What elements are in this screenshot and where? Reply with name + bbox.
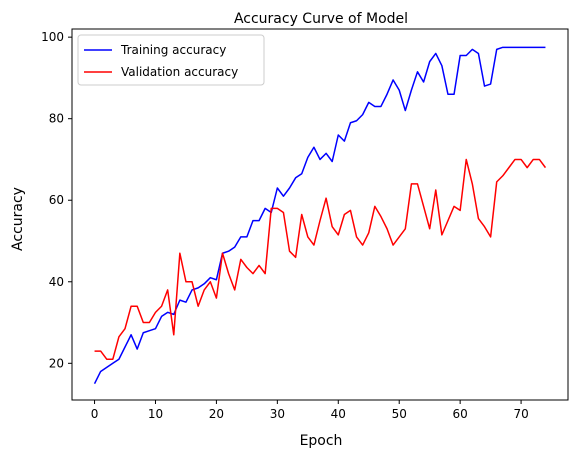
y-tick-label: 60: [49, 193, 64, 207]
y-tick-label: 100: [41, 30, 64, 44]
x-tick-label: 20: [209, 407, 224, 421]
series-line-0: [93, 46, 546, 385]
legend-box: [77, 34, 265, 86]
legend: Training accuracy Validation accuracy: [77, 34, 265, 86]
axis-ticks: 0 10 20 30 40 50 60 70 20 40 60 80 100: [41, 30, 529, 421]
y-tick-label: 80: [49, 112, 64, 126]
x-tick-label: 40: [331, 407, 346, 421]
plot-area: [93, 46, 547, 385]
x-tick-label: 0: [91, 407, 99, 421]
plot-frame: [71, 28, 569, 401]
x-tick-label: 10: [148, 407, 163, 421]
x-tick-label: 70: [513, 407, 528, 421]
legend-label-1: Validation accuracy: [121, 65, 238, 79]
x-axis-title: Epoch: [300, 433, 343, 449]
x-tick-label: 50: [392, 407, 407, 421]
y-axis-title: Accuracy: [10, 187, 26, 251]
series-line-1: [94, 158, 547, 360]
x-tick-label: 60: [453, 407, 468, 421]
x-tick-label: 30: [270, 407, 285, 421]
chart-title: Accuracy Curve of Model: [234, 11, 408, 27]
y-tick-label: 20: [49, 356, 64, 370]
legend-label-0: Training accuracy: [120, 43, 226, 57]
y-tick-label: 40: [49, 275, 64, 289]
